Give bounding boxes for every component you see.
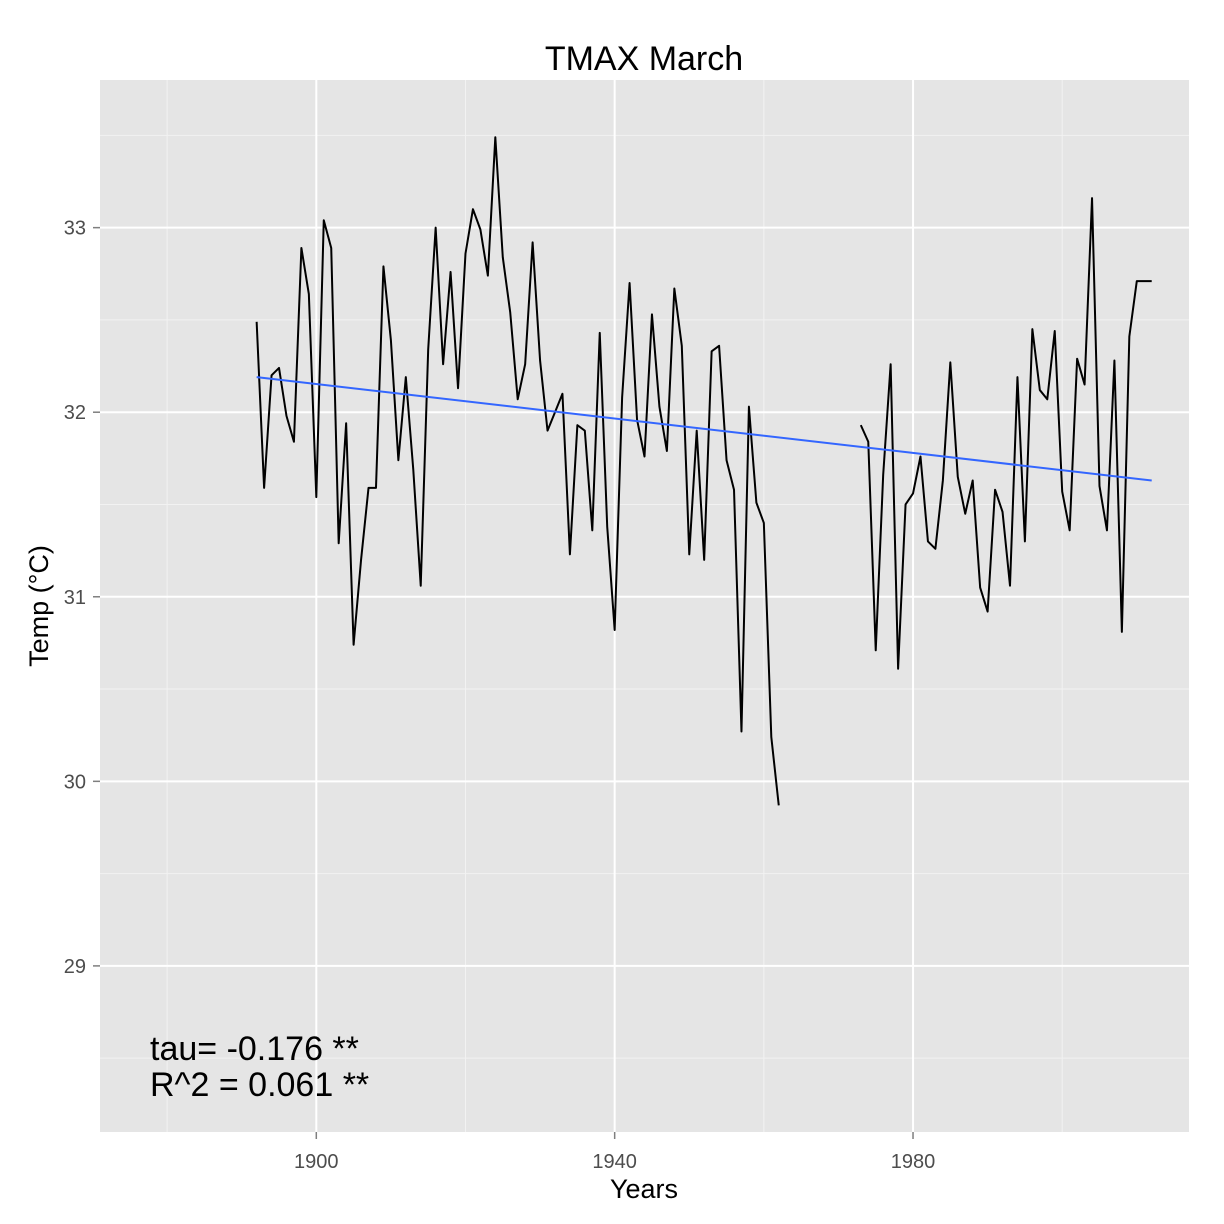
major-gridlines (100, 80, 1189, 1132)
y-tick-label: 29 (64, 956, 86, 978)
y-tick-label: 30 (64, 771, 86, 793)
x-axis-title: Years (610, 1174, 678, 1204)
y-axis-title: Temp (°C) (24, 545, 54, 667)
chart-title: TMAX March (545, 40, 743, 78)
x-tick-label: 1900 (294, 1151, 339, 1173)
trend-line (256, 376, 1152, 482)
temperature-line-segment-1 (255, 136, 780, 806)
y-tick-label: 32 (64, 402, 86, 424)
temperature-line-segment-2 (859, 197, 1152, 670)
series-layer (255, 136, 1152, 806)
minor-gridlines (100, 80, 1189, 1132)
y-tick-label: 33 (64, 218, 86, 240)
x-tick-label: 1980 (891, 1151, 936, 1173)
axis-ticks: 1900 1940 1980 29 30 31 32 33 (64, 218, 936, 1173)
x-tick-label: 1940 (592, 1151, 637, 1173)
plot-panel (100, 80, 1189, 1132)
tau-annotation: tau= -0.176 ** (150, 1030, 359, 1068)
y-tick-label: 31 (64, 587, 86, 609)
r-squared-annotation: R^2 = 0.061 ** (150, 1066, 369, 1104)
